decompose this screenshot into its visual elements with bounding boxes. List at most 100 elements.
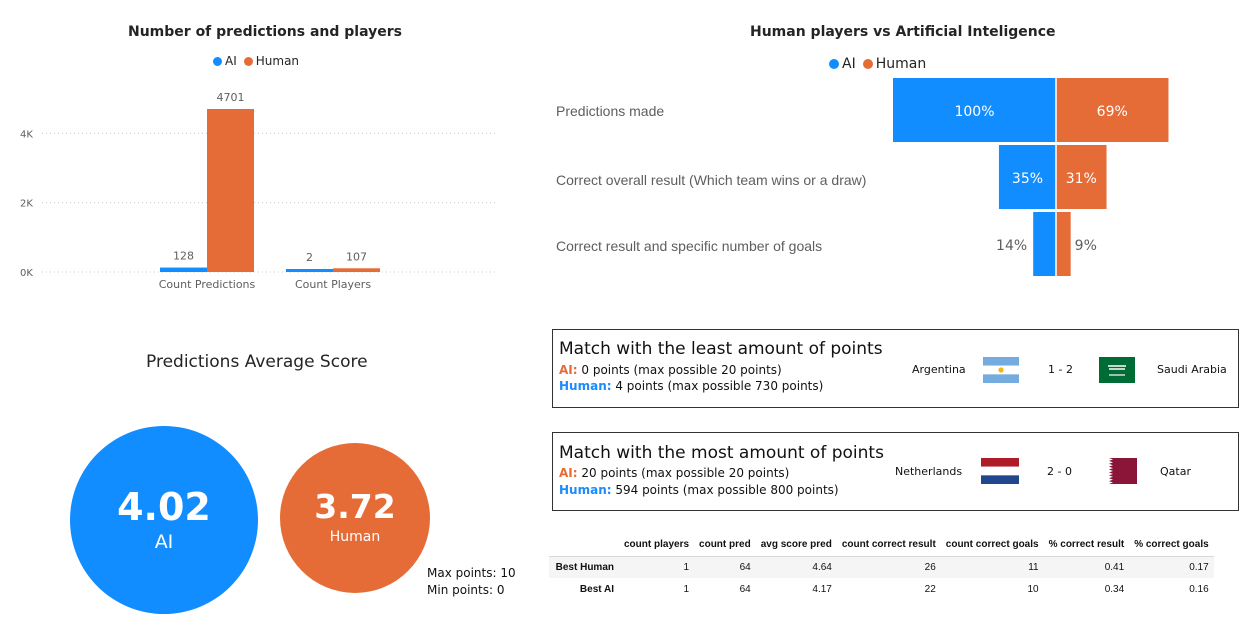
argentina-flag-icon (983, 357, 1019, 383)
max-points-note: Max points: 10 (427, 566, 516, 580)
table-cell: 0.16 (1189, 583, 1209, 595)
funnel-legend-label-ai: AI (842, 56, 856, 72)
human-score-value: 3.72 (314, 487, 396, 526)
y-tick-label: 0K (20, 268, 33, 279)
most-match-ai-text: 20 points (max possible 20 points) (577, 466, 790, 480)
funnel-legend-item-ai[interactable]: AI (829, 56, 856, 72)
stats-header-count-correct-goals[interactable]: count correct goals (940, 534, 1044, 557)
least-match-human-line: Human: 4 points (max possible 730 points… (559, 379, 823, 393)
table-cell: Best AI (579, 583, 614, 595)
bar-ai-0[interactable] (160, 267, 207, 272)
min-points-note: Min points: 0 (427, 583, 505, 597)
bar-data-label: 4701 (217, 91, 245, 104)
human-score-label: Human (329, 529, 381, 545)
funnel-label-correct-result: Correct overall result (Which team wins … (556, 172, 867, 188)
funnel-ai-label: 14% (996, 238, 1027, 254)
funnel-ai-label: 100% (954, 104, 994, 120)
least-match-human-tag: Human: (559, 379, 612, 393)
funnel-legend-dot-human (862, 59, 873, 69)
legend-item-ai[interactable]: AI (213, 54, 237, 68)
saudi-arabia-flag-icon (1099, 357, 1135, 383)
y-tick-label: 4K (20, 129, 33, 140)
most-match-team1: Netherlands (895, 465, 963, 478)
funnel-human-label: 31% (1066, 171, 1097, 187)
stats-header-avg-score-pred[interactable]: avg score pred (755, 534, 837, 557)
most-match-title: Match with the most amount of points (559, 443, 884, 463)
most-points-match-card: Match with the most amount of points AI:… (552, 432, 1239, 511)
table-cell: 1 (683, 583, 690, 595)
bar-data-label: 128 (173, 250, 194, 263)
funnel-ai-label: 35% (1012, 171, 1043, 187)
funnel-bar-human-2[interactable] (1056, 212, 1071, 276)
table-cell: 11 (940, 556, 1044, 578)
x-category-label: Count Players (295, 278, 371, 291)
least-match-ai-line: AI: 0 points (max possible 20 points) (559, 363, 782, 377)
stats-header-blank (549, 534, 619, 557)
funnel-bar-ai-2[interactable] (1033, 212, 1056, 276)
funnel-title: Human players vs Artificial Inteligence (750, 24, 1056, 40)
table-cell: 0.34 (1104, 583, 1125, 595)
most-match-ai-tag: AI: (559, 466, 578, 480)
table-cell: 64 (694, 556, 756, 578)
least-match-title: Match with the least amount of points (559, 339, 883, 359)
netherlands-flag-icon (981, 458, 1019, 484)
funnel-bar-human-1[interactable] (1056, 145, 1107, 209)
stats-header-count-pred[interactable]: count pred (694, 534, 756, 557)
bar-chart-title: Number of predictions and players (128, 24, 402, 40)
table-cell: 1 (619, 556, 695, 578)
table-cell: Best Human (549, 556, 619, 578)
most-match-human-tag: Human: (559, 483, 612, 497)
funnel-chart: 100% 69% 35% 31% 14% 9% (893, 78, 1169, 278)
ai-score-circle: 4.02 AI (70, 426, 258, 614)
ai-score-value: 4.02 (117, 485, 211, 529)
funnel-bar-ai-1[interactable] (998, 145, 1056, 209)
funnel-legend-dot-ai (829, 59, 839, 69)
funnel-human-label: 69% (1097, 104, 1128, 120)
table-cell: 4.17 (812, 583, 832, 595)
avg-score-title: Predictions Average Score (146, 352, 368, 372)
table-cell: 22 (924, 583, 936, 595)
least-match-team1: Argentina (912, 363, 966, 376)
least-match-human-text: 4 points (max possible 730 points) (611, 379, 824, 393)
table-cell: 0.17 (1129, 556, 1214, 578)
legend-dot-human (243, 56, 253, 66)
funnel-human-label: 9% (1075, 238, 1097, 254)
least-match-ai-tag: AI: (559, 363, 578, 377)
bar-data-label: 2 (306, 251, 313, 264)
funnel-legend-label-human: Human (875, 56, 927, 72)
funnel-bar-ai-0[interactable] (893, 78, 1056, 142)
table-cell: 64 (739, 583, 751, 595)
stats-header-count-correct-result[interactable]: count correct result (836, 534, 941, 557)
human-score-circle: 3.72 Human (280, 443, 430, 593)
legend-item-human[interactable]: Human (243, 54, 299, 68)
most-match-score: 2 - 0 (1047, 465, 1072, 478)
funnel-label-predictions-made: Predictions made (556, 103, 665, 119)
stats-header-pct-correct-goals[interactable]: % correct goals (1129, 534, 1214, 557)
bar-ai-1[interactable] (286, 269, 333, 272)
table-cell: 26 (836, 556, 941, 578)
bar-human-1[interactable] (333, 268, 380, 272)
best-player-stats-table: count players count pred avg score pred … (549, 534, 1214, 600)
least-match-team2: Saudi Arabia (1157, 363, 1227, 376)
stats-header-row: count players count pred avg score pred … (549, 534, 1214, 557)
qatar-flag-icon (1099, 458, 1137, 484)
funnel-label-correct-goals: Correct result and specific number of go… (556, 238, 823, 254)
legend-dot-ai (213, 56, 222, 66)
bar-chart-legend: AI Human (213, 54, 302, 68)
funnel-bar-human-0[interactable] (1056, 78, 1169, 142)
bar-data-label: 107 (346, 250, 367, 263)
table-cell: 0.41 (1043, 556, 1130, 578)
most-match-team2: Qatar (1160, 465, 1191, 478)
ai-score-label: AI (154, 531, 174, 553)
stats-header-count-players[interactable]: count players (619, 534, 695, 557)
least-points-match-card: Match with the least amount of points AI… (552, 329, 1239, 408)
y-tick-label: 2K (20, 199, 33, 210)
bar-human-0[interactable] (207, 109, 254, 272)
table-cell: 4.64 (755, 556, 837, 578)
x-category-label: Count Predictions (159, 278, 256, 291)
table-cell: 10 (1027, 583, 1039, 595)
stats-header-pct-correct-result[interactable]: % correct result (1043, 534, 1130, 557)
most-match-ai-line: AI: 20 points (max possible 20 points) (559, 466, 789, 480)
funnel-legend-item-human[interactable]: Human (862, 56, 927, 72)
least-match-score: 1 - 2 (1048, 363, 1073, 376)
